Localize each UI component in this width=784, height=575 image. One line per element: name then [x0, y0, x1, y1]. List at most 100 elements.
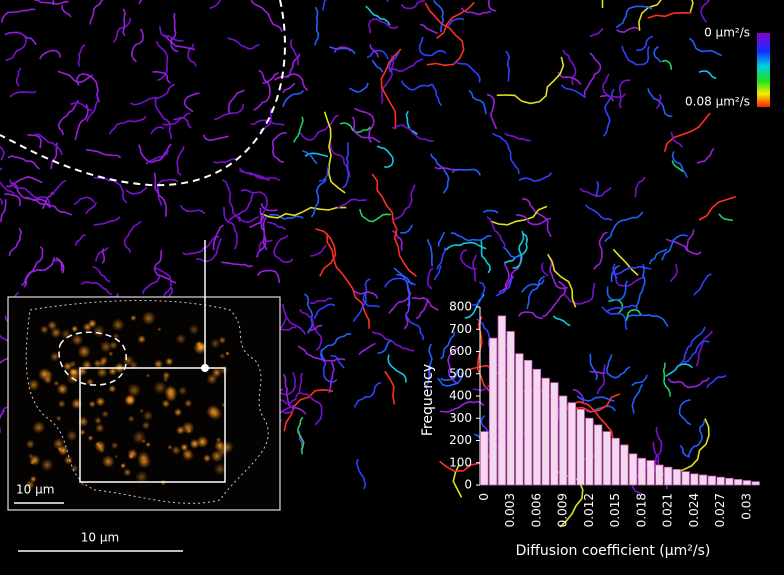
bar	[690, 473, 699, 486]
trajectory	[273, 73, 309, 91]
trajectory	[250, 0, 283, 33]
trajectory	[281, 304, 307, 335]
bar	[567, 402, 577, 486]
spot	[70, 464, 79, 473]
trajectory	[446, 17, 465, 28]
trajectory	[634, 176, 646, 198]
trajectory	[542, 280, 567, 318]
trajectory	[362, 278, 380, 308]
trajectory	[352, 293, 367, 323]
spot	[202, 454, 212, 463]
spot	[141, 311, 156, 326]
trajectory	[163, 34, 196, 51]
trajectory	[74, 233, 86, 246]
spot	[145, 441, 151, 448]
trajectory	[405, 311, 424, 340]
trajectory	[482, 209, 499, 214]
spot	[129, 360, 138, 370]
bar	[733, 479, 743, 486]
trajectory	[222, 179, 241, 223]
trajectory	[594, 181, 600, 198]
trajectory	[93, 216, 121, 226]
bar	[523, 359, 533, 486]
trajectory	[426, 238, 433, 267]
trajectory	[0, 145, 5, 161]
trajectory	[315, 228, 337, 277]
trajectory	[492, 132, 520, 174]
trajectory	[153, 172, 168, 217]
spot	[108, 351, 114, 357]
trajectory	[367, 18, 399, 34]
trajectory	[606, 280, 629, 301]
trajectory	[655, 93, 662, 109]
trajectory	[631, 374, 648, 387]
trajectory	[440, 400, 485, 413]
trajectory	[182, 235, 220, 256]
trajectory	[73, 196, 95, 206]
trajectory	[333, 46, 352, 53]
spot	[88, 400, 96, 408]
x-tick-label: 0.006	[529, 493, 543, 527]
x-tick-label: 0.018	[634, 493, 648, 527]
trajectory	[400, 224, 414, 234]
trajectory	[387, 58, 424, 73]
trajectory	[388, 51, 400, 73]
trajectory	[396, 273, 413, 286]
trajectory	[589, 27, 604, 38]
trajectory	[486, 216, 506, 248]
trajectory	[613, 265, 652, 275]
trajectory	[365, 5, 391, 26]
trajectory	[86, 100, 99, 122]
trajectory	[262, 72, 280, 84]
scale-label: 10 µm	[81, 531, 119, 545]
spot	[188, 324, 200, 335]
trajectory	[718, 213, 733, 222]
y-tick-label: 0	[464, 478, 472, 492]
bar	[663, 466, 673, 486]
trajectory	[260, 206, 347, 219]
trajectory	[70, 101, 93, 112]
bar	[716, 476, 725, 486]
spot	[101, 410, 109, 418]
trajectory	[679, 444, 690, 458]
trajectory	[125, 186, 148, 195]
trajectory	[267, 221, 286, 231]
trajectory	[503, 261, 510, 288]
trajectory	[355, 459, 367, 490]
trajectory	[683, 340, 710, 363]
spot	[218, 336, 227, 344]
trajectory	[654, 426, 663, 472]
trajectory	[337, 198, 367, 209]
trajectory	[593, 231, 608, 270]
trajectory	[173, 116, 192, 129]
spot	[99, 356, 109, 365]
trajectory	[7, 155, 40, 170]
trajectory	[4, 193, 22, 207]
bar	[637, 457, 647, 486]
trajectory	[259, 208, 268, 251]
spot	[162, 371, 171, 380]
spot	[175, 333, 187, 345]
spot	[210, 338, 221, 349]
trajectory	[512, 230, 525, 269]
trajectory	[108, 115, 147, 135]
trajectory	[601, 306, 628, 330]
trajectory	[392, 230, 403, 251]
bar	[672, 469, 682, 486]
trajectory	[353, 381, 382, 408]
spot	[108, 366, 118, 376]
trajectory	[227, 89, 245, 115]
trajectory	[159, 26, 184, 42]
spot	[56, 383, 69, 395]
trajectory	[8, 227, 22, 257]
trajectory	[687, 420, 706, 457]
trajectory	[77, 43, 86, 67]
trajectory	[228, 192, 255, 222]
trajectory	[320, 349, 338, 383]
trajectory	[253, 69, 271, 111]
trajectory	[480, 240, 492, 274]
x-tick-label: 0.027	[713, 493, 727, 527]
trajectory	[299, 114, 339, 141]
spot	[182, 449, 195, 462]
trajectory	[283, 388, 334, 432]
